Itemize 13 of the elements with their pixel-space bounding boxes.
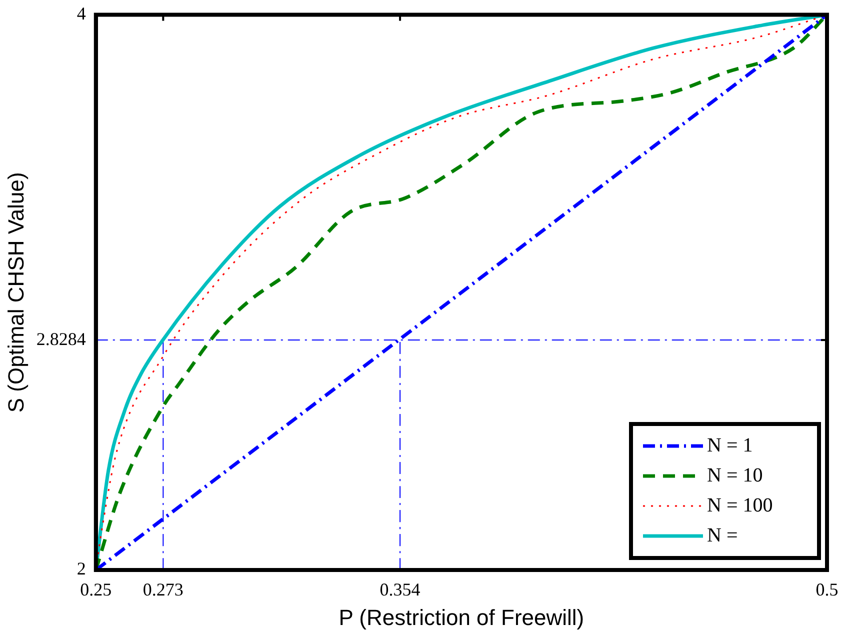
legend-label: N = 100 — [707, 494, 773, 516]
y-tick-label: 2 — [76, 558, 86, 579]
y-tick-label: 4 — [76, 4, 86, 24]
legend-label: N = — [707, 524, 738, 546]
x-tick-label: 0.25 — [80, 580, 112, 600]
legend-label: N = 10 — [707, 464, 763, 486]
legend-label: N = 1 — [707, 434, 753, 456]
x-axis-title: P (Restriction of Freewill) — [338, 604, 584, 630]
y-tick-label: 2.8284 — [36, 328, 86, 349]
y-axis-title: S (Optimal CHSH Value) — [3, 172, 28, 413]
x-tick-label: 0.273 — [142, 580, 184, 600]
x-tick-label: 0.354 — [380, 580, 420, 600]
x-tick-label: 0.5 — [816, 580, 838, 600]
